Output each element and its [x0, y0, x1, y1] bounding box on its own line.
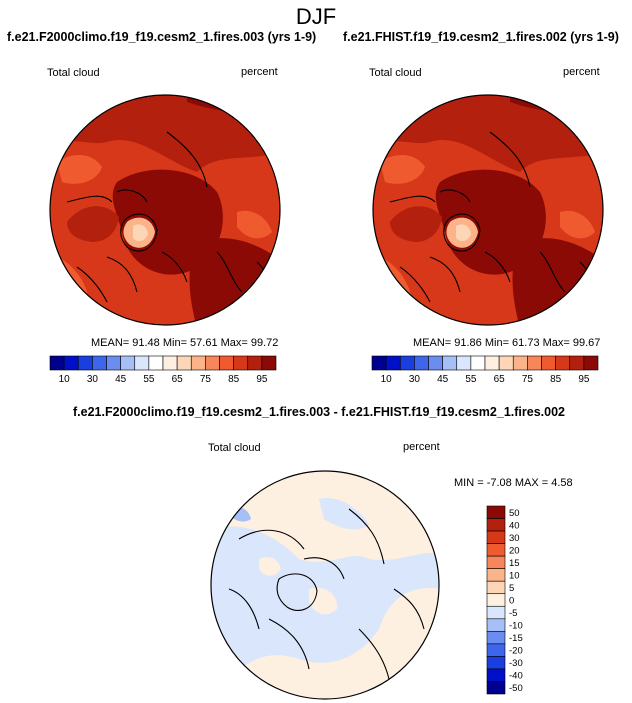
- right-units-label: percent: [563, 66, 600, 78]
- left-colorbar-swatch: [176, 355, 192, 371]
- right-colorbar-swatch: [442, 355, 458, 371]
- difference-colorbar-tick-label: 40: [509, 520, 520, 531]
- difference-colorbar-swatch: [486, 505, 506, 519]
- left-colorbar: 10 30 45 55 65 75 85 95: [49, 355, 277, 385]
- right-colorbar-tick-label: 30: [409, 374, 421, 385]
- right-colorbar-tick-label: 45: [437, 374, 449, 385]
- left-colorbar-swatch: [261, 355, 277, 371]
- right-panel-title: f.e21.FHIST.f19_f19.cesm2_1.fires.002 (y…: [343, 30, 619, 44]
- left-polar-map: [49, 94, 281, 326]
- left-colorbar-swatch: [134, 355, 150, 371]
- difference-colorbar-swatch: [486, 530, 506, 544]
- right-colorbar-swatch: [470, 355, 486, 371]
- difference-colorbar-swatch: [486, 580, 506, 595]
- difference-colorbar-swatch: [486, 593, 506, 607]
- difference-variable-label: Total cloud: [208, 442, 261, 454]
- right-colorbar-swatch: [583, 355, 599, 371]
- left-colorbar-tick-label: 30: [87, 374, 99, 385]
- left-colorbar-swatch: [205, 355, 220, 371]
- left-colorbar-swatch: [63, 355, 79, 371]
- right-colorbar: 10 30 45 55 65 75 85 95: [371, 355, 599, 385]
- right-colorbar-swatch: [428, 355, 443, 371]
- difference-colorbar-swatch: [486, 605, 506, 620]
- left-colorbar-swatch: [190, 355, 206, 371]
- right-colorbar-swatch: [399, 355, 415, 371]
- difference-colorbar-tick-label: -20: [509, 646, 523, 657]
- difference-panel-title: f.e21.F2000climo.f19_f19.cesm2_1.fires.0…: [73, 405, 565, 419]
- left-colorbar-tick-label: 10: [59, 374, 71, 385]
- left-colorbar-tick-label: 85: [228, 374, 240, 385]
- right-colorbar-tick-label: 65: [494, 374, 506, 385]
- left-colorbar-swatch: [106, 355, 121, 371]
- difference-units-label: percent: [403, 441, 440, 453]
- difference-colorbar-tick-label: -5: [509, 608, 517, 619]
- left-colorbar-tick-label: 75: [200, 374, 212, 385]
- difference-colorbar-swatch: [486, 631, 506, 645]
- right-colorbar-tick-label: 85: [550, 374, 562, 385]
- right-stats: MEAN= 91.86 Min= 61.73 Max= 99.67: [413, 337, 601, 349]
- right-colorbar-tick-label: 10: [381, 374, 393, 385]
- difference-colorbar-tick-label: 15: [509, 558, 520, 569]
- left-colorbar-swatch: [219, 355, 234, 371]
- left-colorbar-swatch: [120, 355, 136, 371]
- right-colorbar-swatch: [527, 355, 542, 371]
- left-stats: MEAN= 91.48 Min= 57.61 Max= 99.72: [91, 337, 279, 349]
- left-variable-label: Total cloud: [47, 67, 100, 79]
- difference-colorbar-swatch: [486, 518, 506, 532]
- left-colorbar-tick-label: 95: [256, 374, 268, 385]
- right-polar-map: [372, 94, 604, 326]
- left-colorbar-swatch: [77, 355, 93, 371]
- right-colorbar-swatch: [385, 355, 401, 371]
- right-colorbar-swatch: [498, 355, 514, 371]
- right-colorbar-swatch: [484, 355, 500, 371]
- left-colorbar-swatch: [148, 355, 164, 371]
- difference-colorbar-tick-label: -10: [509, 621, 523, 632]
- difference-colorbar-tick-label: -50: [509, 683, 523, 694]
- difference-colorbar-swatch: [486, 555, 506, 569]
- difference-colorbar-tick-label: 0: [509, 596, 514, 607]
- difference-colorbar-swatch: [486, 543, 506, 557]
- left-colorbar-swatch: [247, 355, 263, 371]
- difference-colorbar-tick-label: -40: [509, 671, 523, 682]
- right-colorbar-tick-label: 95: [578, 374, 590, 385]
- right-colorbar-tick-label: 55: [465, 374, 477, 385]
- left-colorbar-swatch: [162, 355, 178, 371]
- difference-colorbar-tick-label: 10: [509, 570, 520, 581]
- left-colorbar-swatch: [49, 355, 65, 371]
- difference-colorbar-tick-label: 30: [509, 533, 520, 544]
- left-colorbar-swatch: [233, 355, 249, 371]
- right-colorbar-swatch: [414, 355, 429, 371]
- right-variable-label: Total cloud: [369, 67, 422, 79]
- difference-colorbar-swatch: [486, 681, 506, 695]
- left-colorbar-tick-label: 45: [115, 374, 127, 385]
- left-panel-title: f.e21.F2000climo.f19_f19.cesm2_1.fires.0…: [7, 30, 317, 44]
- figure-title: DJF: [295, 4, 337, 29]
- left-units-label: percent: [241, 66, 278, 78]
- difference-polar-map: [210, 470, 440, 700]
- right-colorbar-swatch: [456, 355, 472, 371]
- difference-colorbar-tick-label: 20: [509, 545, 520, 556]
- left-colorbar-swatch: [92, 355, 107, 371]
- right-colorbar-swatch: [555, 355, 571, 371]
- difference-colorbar-swatch: [486, 618, 506, 632]
- difference-colorbar-swatch: [486, 643, 506, 657]
- right-colorbar-tick-label: 75: [522, 374, 534, 385]
- left-colorbar-tick-label: 65: [172, 374, 184, 385]
- right-colorbar-swatch: [541, 355, 556, 371]
- right-colorbar-swatch: [569, 355, 585, 371]
- difference-colorbar-tick-label: 50: [509, 508, 520, 519]
- difference-stats: MIN = -7.08 MAX = 4.58: [454, 477, 573, 489]
- difference-colorbar-tick-label: -15: [509, 633, 523, 644]
- difference-colorbar-swatch: [486, 568, 506, 582]
- difference-colorbar-swatch: [486, 656, 506, 670]
- right-colorbar-swatch: [371, 355, 387, 371]
- left-colorbar-tick-label: 55: [143, 374, 155, 385]
- difference-colorbar-tick-label: 5: [509, 583, 514, 594]
- difference-colorbar-swatch: [486, 668, 506, 682]
- difference-colorbar-tick-label: -30: [509, 658, 523, 669]
- right-colorbar-swatch: [512, 355, 528, 371]
